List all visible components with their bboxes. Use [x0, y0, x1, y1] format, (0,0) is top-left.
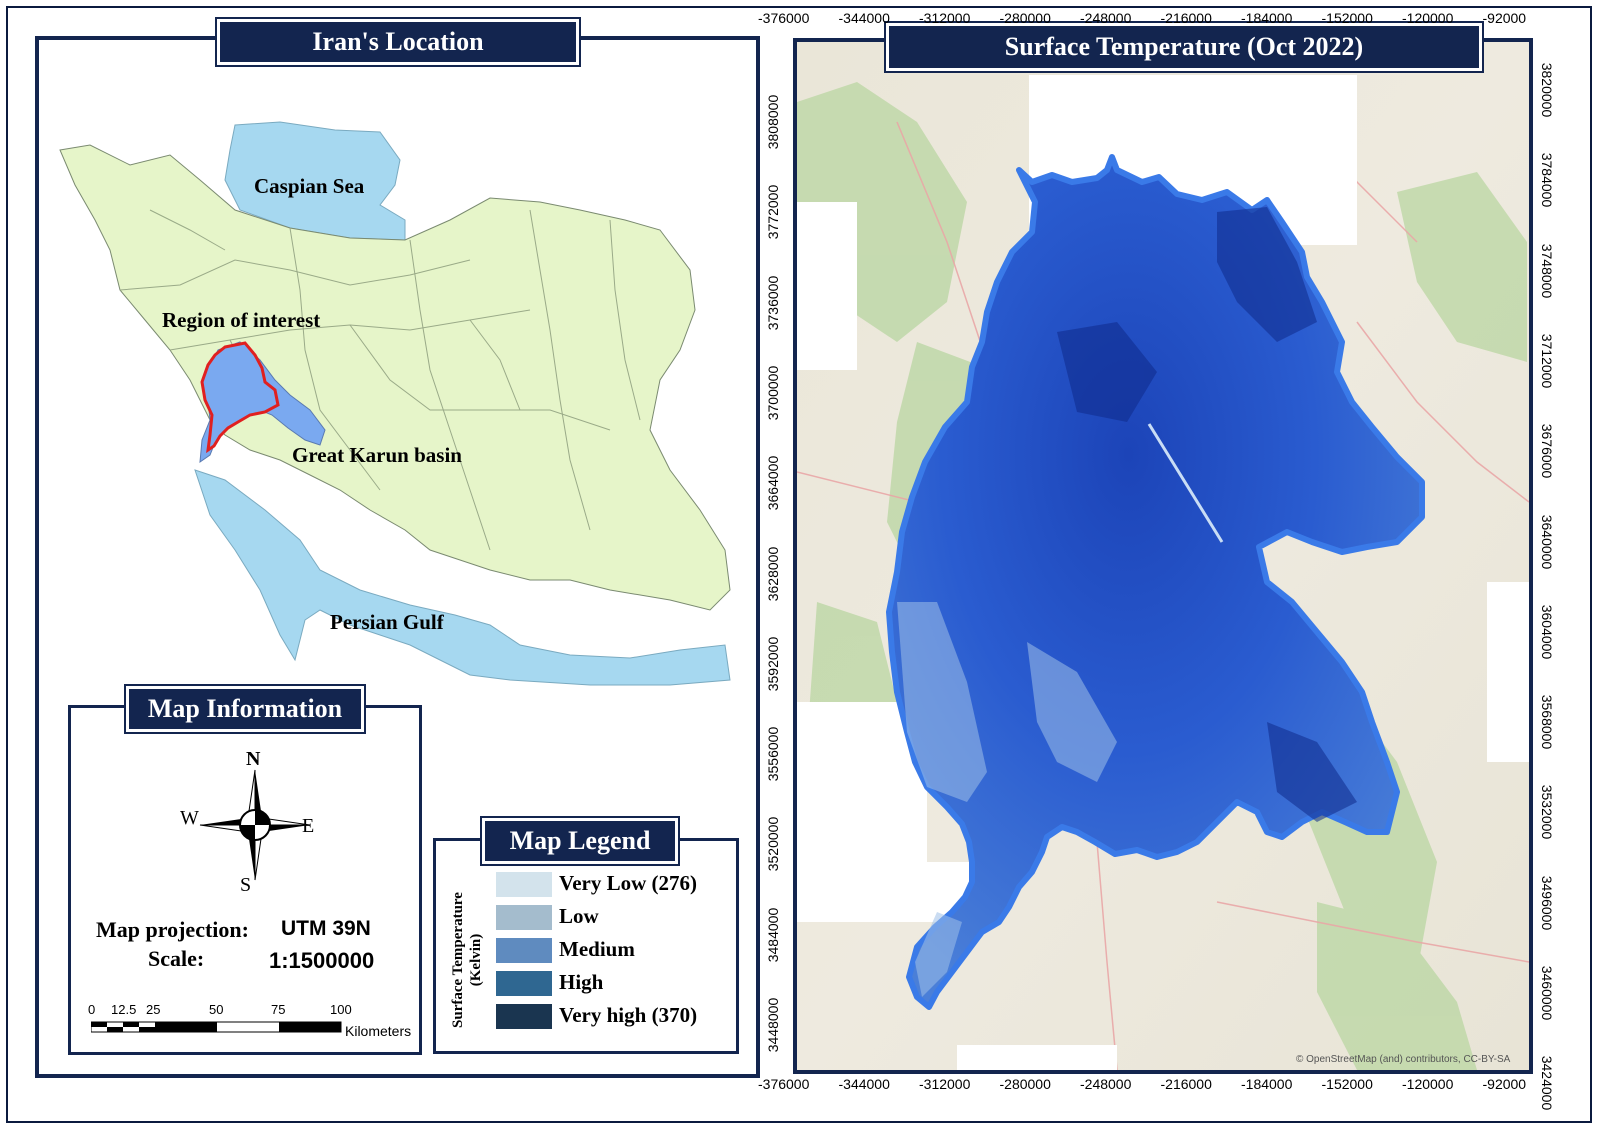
- x-tick-top-1: -344000: [839, 10, 890, 26]
- scalebar-tick-2: 25: [146, 1002, 160, 1017]
- y-tick-right-8: 3532000: [1539, 782, 1555, 842]
- y-tick-left-6: 3592000: [765, 634, 781, 694]
- compass-south: S: [240, 874, 251, 897]
- scalebar-tick-4: 75: [271, 1002, 285, 1017]
- x-tick-top-2: -312000: [919, 10, 970, 26]
- scalebar-tick-3: 50: [209, 1002, 223, 1017]
- scalebar-tick-1: 12.5: [111, 1002, 136, 1017]
- y-tick-left-9: 3484000: [765, 905, 781, 965]
- legend-swatch-0: [496, 872, 552, 897]
- x-tick-bottom-2: -312000: [919, 1076, 970, 1092]
- iran-location-title: Iran's Location: [217, 19, 579, 65]
- x-tick-top-9: -92000: [1483, 10, 1527, 26]
- scalebar: [91, 1020, 351, 1036]
- y-tick-right-3: 3712000: [1539, 331, 1555, 391]
- legend-swatch-2: [496, 938, 552, 963]
- x-tick-bottom-9: -92000: [1483, 1076, 1527, 1092]
- x-tick-top-3: -280000: [1000, 10, 1051, 26]
- x-tick-bottom-4: -248000: [1080, 1076, 1131, 1092]
- y-tick-right-1: 3784000: [1539, 150, 1555, 210]
- legend-swatch-4: [496, 1004, 552, 1029]
- y-tick-left-8: 3520000: [765, 814, 781, 874]
- x-tick-bottom-1: -344000: [839, 1076, 890, 1092]
- map-legend-title: Map Legend: [482, 818, 678, 864]
- region-of-interest-label: Region of interest: [162, 308, 320, 333]
- basemap: [797, 42, 1529, 1070]
- scale-value: 1:1500000: [269, 948, 374, 974]
- x-tick-bottom-6: -184000: [1241, 1076, 1292, 1092]
- x-tick-top-7: -152000: [1322, 10, 1373, 26]
- y-tick-left-5: 3628000: [765, 544, 781, 604]
- x-tick-bottom-5: -216000: [1161, 1076, 1212, 1092]
- map-information-title: Map Information: [126, 686, 364, 732]
- surface-temperature-title: Surface Temperature (Oct 2022): [886, 23, 1482, 71]
- projection-value: UTM 39N: [281, 917, 371, 941]
- y-tick-right-5: 3640000: [1539, 512, 1555, 572]
- compass-west: W: [180, 807, 199, 830]
- y-tick-left-2: 3736000: [765, 273, 781, 333]
- legend-label-1: Low: [559, 904, 599, 929]
- x-tick-bottom-8: -120000: [1402, 1076, 1453, 1092]
- y-tick-right-11: 3424000: [1539, 1053, 1555, 1113]
- y-tick-right-4: 3676000: [1539, 421, 1555, 481]
- projection-label: Map projection:: [96, 917, 249, 943]
- y-tick-right-0: 3820000: [1539, 60, 1555, 120]
- y-tick-right-2: 3748000: [1539, 241, 1555, 301]
- compass-east: E: [302, 815, 314, 838]
- y-tick-right-7: 3568000: [1539, 692, 1555, 752]
- x-tick-bottom-3: -280000: [1000, 1076, 1051, 1092]
- x-tick-top-6: -184000: [1241, 10, 1292, 26]
- x-tick-top-5: -216000: [1161, 10, 1212, 26]
- y-tick-left-3: 3700000: [765, 363, 781, 423]
- y-tick-left-4: 3664000: [765, 453, 781, 513]
- scalebar-tick-0: 0: [88, 1002, 95, 1017]
- great-karun-basin-label: Great Karun basin: [292, 443, 462, 468]
- y-tick-right-6: 3604000: [1539, 602, 1555, 662]
- legend-label-2: Medium: [559, 937, 635, 962]
- x-tick-top-8: -120000: [1402, 10, 1453, 26]
- legend-axis-title-line1: Surface Temperature: [449, 860, 467, 1060]
- legend-label-4: Very high (370): [559, 1003, 697, 1028]
- legend-axis-title: Surface Temperature (Kelvin): [449, 860, 495, 1060]
- legend-axis-title-line2: (Kelvin): [467, 860, 485, 1060]
- scale-label: Scale:: [148, 946, 204, 972]
- y-tick-left-10: 3448000: [765, 995, 781, 1055]
- persian-gulf-label: Persian Gulf: [330, 610, 444, 635]
- y-tick-left-0: 3808000: [765, 92, 781, 152]
- legend-swatch-1: [496, 905, 552, 930]
- legend-label-0: Very Low (276): [559, 871, 697, 896]
- legend-swatch-3: [496, 971, 552, 996]
- caspian-sea-label: Caspian Sea: [254, 174, 364, 199]
- y-tick-right-9: 3496000: [1539, 873, 1555, 933]
- x-tick-bottom-0: -376000: [758, 1076, 809, 1092]
- scalebar-unit: Kilometers: [345, 1023, 411, 1039]
- x-tick-bottom-7: -152000: [1322, 1076, 1373, 1092]
- map-attribution: © OpenStreetMap (and) contributors, CC-B…: [1296, 1054, 1510, 1065]
- legend-label-3: High: [559, 970, 603, 995]
- compass-north: N: [246, 748, 260, 771]
- x-tick-top-0: -376000: [758, 10, 809, 26]
- x-tick-top-4: -248000: [1080, 10, 1131, 26]
- y-tick-left-7: 3556000: [765, 724, 781, 784]
- y-tick-right-10: 3460000: [1539, 963, 1555, 1023]
- scalebar-tick-5: 100: [330, 1002, 352, 1017]
- y-tick-left-1: 3772000: [765, 182, 781, 242]
